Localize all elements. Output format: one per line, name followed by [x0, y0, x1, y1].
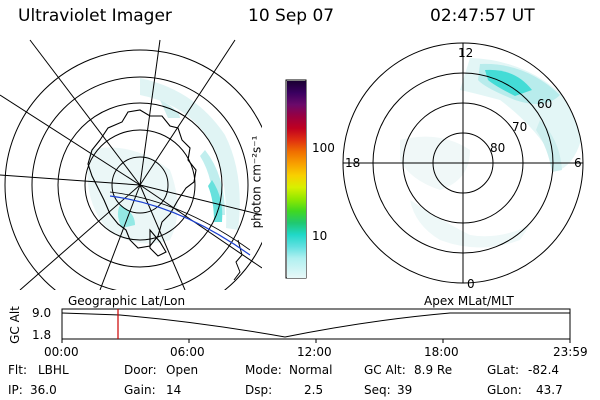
time-label: 02:47:57 UT [430, 6, 535, 26]
mlat-label-60: 60 [537, 97, 553, 111]
altitude-plot [61, 308, 571, 343]
flt-value: LBHL [38, 363, 69, 377]
xtick-18: 18:00 [424, 345, 459, 359]
mlat-label-80: 80 [490, 141, 506, 155]
seq-value: 39 [397, 383, 413, 397]
mlt-label-18: 18 [345, 156, 361, 170]
ip-value: 36.0 [30, 383, 57, 397]
dsp-label: Dsp: [245, 383, 273, 397]
xtick-2359: 23:59 [553, 345, 588, 359]
flt-label: Flt: [8, 363, 27, 377]
mlt-label-0: 0 [467, 277, 475, 291]
door-label: Door: [124, 363, 157, 377]
antarctica-coastline [87, 109, 197, 257]
left-map-caption: Geographic Lat/Lon [68, 294, 186, 308]
colorbar [285, 79, 307, 279]
mode-label: Mode: [245, 363, 282, 377]
left-graticule [0, 39, 262, 290]
right-map-caption: Apex MLat/MLT [424, 294, 514, 308]
altitude-ylabel: GC Alt [7, 306, 22, 344]
xtick-12: 12:00 [297, 345, 332, 359]
seq-label: Seq: [364, 383, 391, 397]
door-value: Open [166, 363, 199, 377]
glat-label: GLat: [487, 363, 520, 377]
glon-label: GLon: [487, 383, 522, 397]
left-aurora [87, 78, 240, 244]
colorbar-unit-label: photon cm⁻²s⁻¹ [249, 135, 264, 229]
gain-label: Gain: [124, 383, 156, 397]
altitude-ytick-1.8: 1.8 [32, 328, 52, 342]
gain-value: 14 [166, 383, 182, 397]
colorbar-tick-100: 100 [312, 141, 335, 155]
geographic-map [0, 39, 262, 290]
colorbar-gradient [287, 81, 306, 278]
mlt-label-6: 6 [574, 156, 582, 170]
glon-value: 43.7 [536, 383, 563, 397]
mlt-label-12: 12 [458, 46, 474, 60]
satellite-track [109, 195, 251, 256]
magnetic-polar-plot [342, 42, 584, 284]
glat-value: -82.4 [528, 363, 560, 377]
xtick-00: 00:00 [44, 345, 79, 359]
instrument-title: Ultraviolet Imager [18, 6, 172, 26]
altitude-curve [61, 312, 570, 338]
colorbar-tick-10: 10 [312, 229, 328, 243]
altitude-ytick-9: 9.0 [32, 306, 52, 320]
gcalt-value: 8.9 Re [414, 363, 453, 377]
xtick-06: 06:00 [170, 345, 205, 359]
dsp-value: 2.5 [304, 383, 324, 397]
date-label: 10 Sep 07 [248, 6, 335, 26]
ip-label: IP: [8, 383, 23, 397]
gcalt-label: GC Alt: [364, 363, 406, 377]
mode-value: Normal [289, 363, 333, 377]
mlat-label-70: 70 [512, 120, 528, 134]
